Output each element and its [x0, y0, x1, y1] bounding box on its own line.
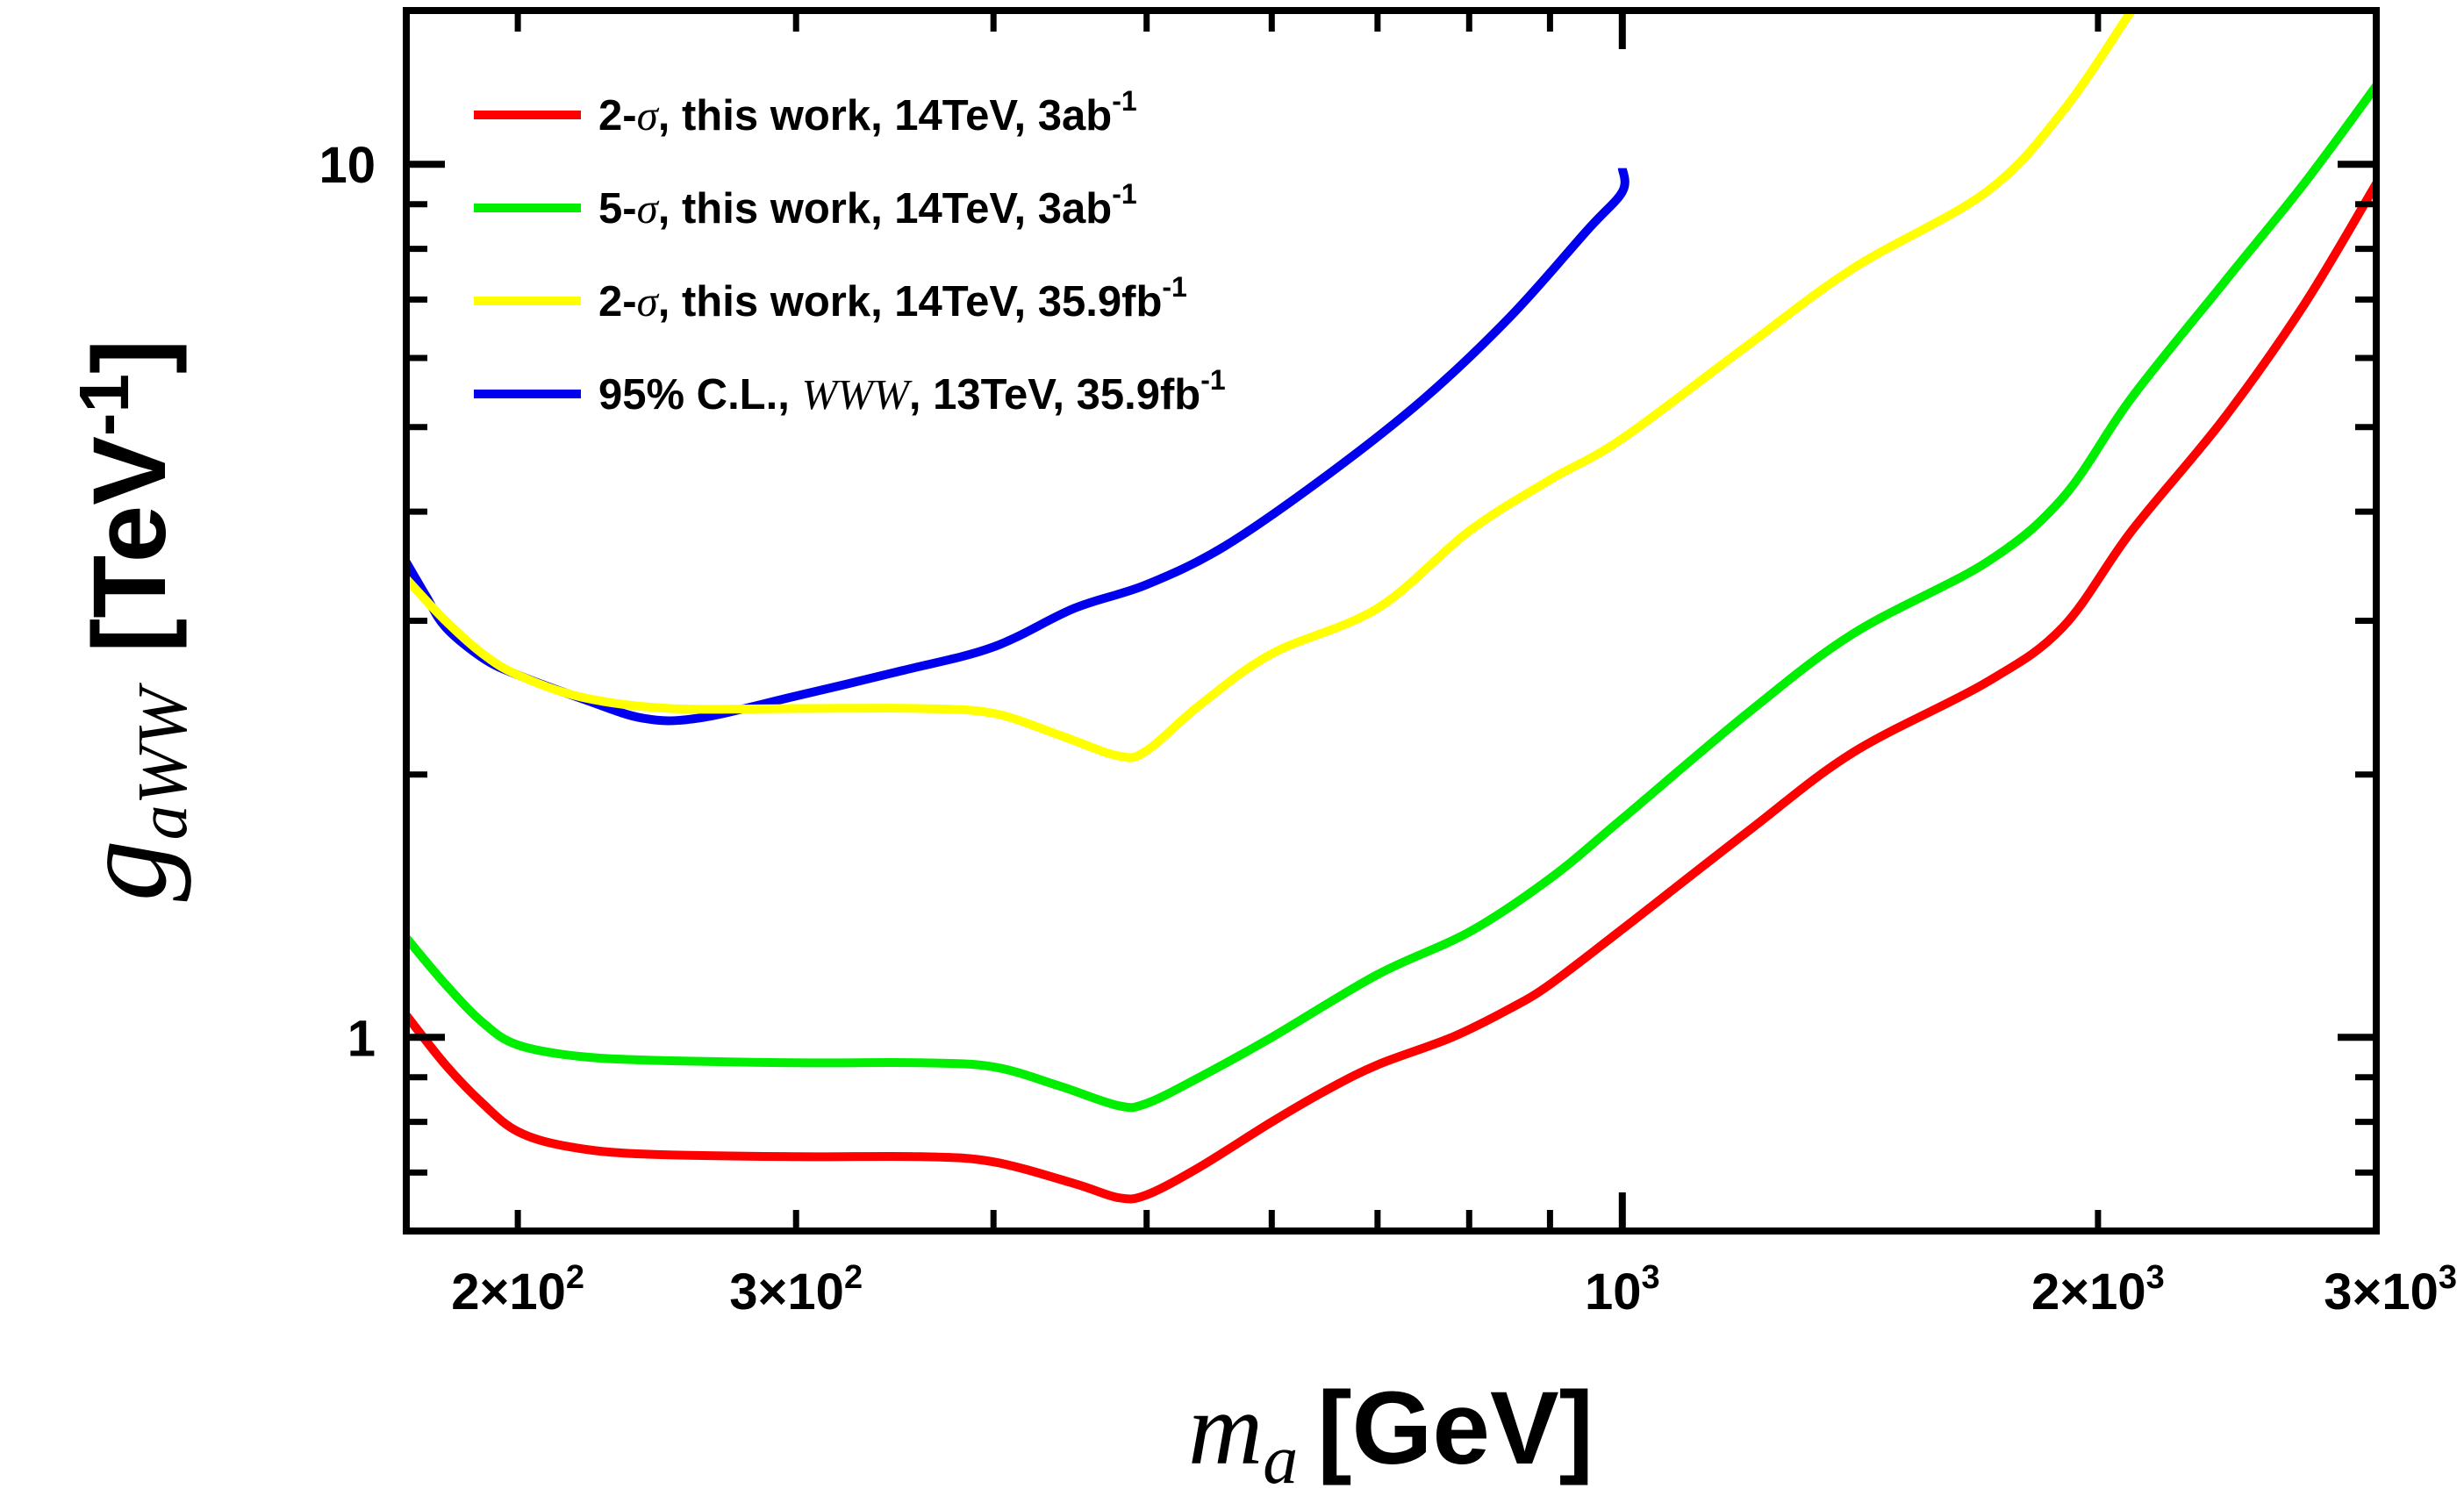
x-axis-title: ma [GeV] [1188, 1371, 1594, 1499]
series-layer [406, 11, 2376, 1204]
legend-label: 2-σ, this work, 14TeV, 35.9fb-1 [598, 271, 1187, 326]
x-tick-label: 2×102 [451, 1259, 584, 1320]
svg-text:gaWW[TeV-1]: gaWW[TeV-1] [56, 340, 202, 902]
legend-label: 5-σ, this work, 14TeV, 3ab-1 [598, 178, 1137, 233]
series-line-3 [406, 11, 2136, 762]
legend-label: 95% C.L., WWW, 13TeV, 35.9fb-1 [598, 364, 1226, 419]
series-line-4 [406, 167, 1630, 726]
x-tick-label: 3×102 [729, 1259, 863, 1320]
y-tick-label: 10 [319, 137, 376, 194]
legend-label: 2-σ, this work, 14TeV, 3ab-1 [598, 85, 1137, 140]
x-tick-label: 2×103 [2031, 1259, 2165, 1320]
legend: 2-σ, this work, 14TeV, 3ab-1 5-σ, this wo… [474, 85, 1226, 419]
y-tick-label: 1 [347, 1010, 376, 1067]
x-tick-label: 3×103 [2324, 1259, 2457, 1320]
y-axis-title: gaWW[TeV-1] [56, 340, 202, 902]
series-line-2 [406, 82, 2376, 1113]
axis-labels: 2×102 3×102 103 2×103 3×103 1 10 ma [GeV] gaWW[Te… [56, 137, 2457, 1499]
series-line-1 [406, 181, 2376, 1204]
x-tick-label: 103 [1585, 1259, 1660, 1320]
plot-frame [403, 7, 2380, 1235]
